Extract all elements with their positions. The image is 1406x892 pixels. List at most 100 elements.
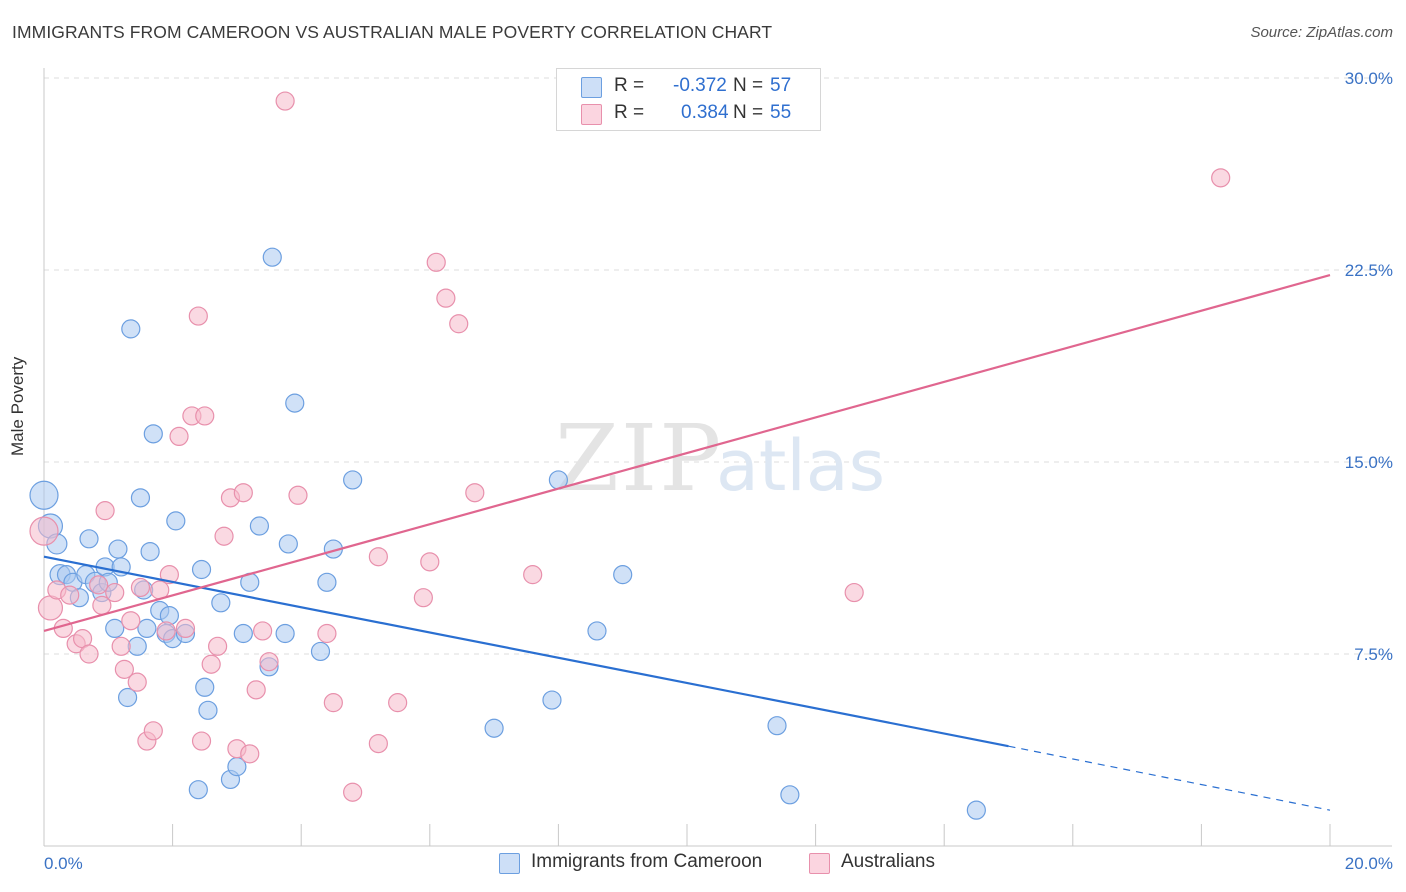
data-point [278, 534, 298, 554]
correlation-legend: R = -0.372 N = 57 R = 0.384 N = 55 [556, 68, 821, 131]
legend-n-value: 57 [770, 75, 792, 96]
legend-r-label: R = [614, 102, 645, 123]
data-point [188, 780, 208, 800]
legend-r-value: -0.372 [673, 75, 727, 96]
data-point [159, 565, 179, 585]
data-point [542, 690, 562, 710]
data-point [114, 659, 134, 679]
data-point [259, 652, 279, 672]
tick-labels: 7.5% 15.0% 22.5% 30.0% 0.0% 20.0% [44, 69, 1393, 873]
data-point [233, 623, 253, 644]
data-point [436, 288, 456, 308]
legend-r-value: 0.384 [681, 102, 729, 123]
grid-lines [44, 77, 1392, 655]
watermark-atlas: atlas [716, 425, 885, 507]
data-point [317, 572, 337, 592]
y-axis-label: Male Poverty [8, 356, 27, 456]
data-point [166, 511, 186, 531]
data-point [262, 247, 282, 267]
data-point [37, 595, 64, 621]
data-point [137, 618, 157, 639]
data-point [211, 593, 231, 613]
data-point [233, 483, 253, 503]
legend-r-label: R = [614, 75, 645, 96]
data-point [29, 516, 59, 546]
data-point [613, 565, 633, 585]
data-point [191, 559, 212, 580]
legend-n-label: N = [733, 75, 764, 96]
trend-line-australians [43, 274, 1331, 633]
watermark: ZIP atlas [555, 405, 885, 512]
data-point [317, 623, 337, 644]
x-tick-label: 0.0% [44, 854, 83, 873]
data-point [130, 577, 151, 598]
data-point [323, 693, 343, 713]
trend-line-cameroon-extrapolated [1008, 745, 1331, 811]
data-point [420, 552, 440, 572]
series-australians [29, 91, 1231, 802]
axes [43, 68, 1392, 847]
data-point [29, 480, 59, 510]
legend-n-label: N = [733, 102, 764, 123]
data-point [89, 575, 109, 595]
data-point [143, 721, 163, 741]
data-point [201, 654, 221, 674]
trend-line-cameroon [43, 555, 1009, 748]
data-point [79, 529, 99, 549]
data-point [249, 516, 270, 536]
data-point [343, 782, 363, 802]
x-tick-label: 20.0% [1345, 854, 1393, 873]
data-point [121, 611, 141, 631]
legend-swatch-blue [581, 77, 602, 98]
data-point [484, 718, 504, 738]
data-point [130, 488, 151, 508]
legend-n-value: 55 [770, 102, 792, 123]
data-point [587, 621, 607, 641]
data-point [288, 485, 308, 505]
data-point [175, 618, 196, 639]
bottom-legend-swatch-pink [809, 853, 830, 874]
series-immigrants-from-cameroon [29, 247, 986, 820]
data-point [426, 252, 446, 272]
y-tick-label: 7.5% [1354, 645, 1393, 664]
data-point [95, 501, 115, 521]
data-point [966, 800, 986, 820]
data-point [188, 306, 208, 326]
source-credit: Source: ZipAtlas.com [1250, 24, 1393, 41]
data-point [368, 547, 388, 567]
trend-lines [43, 274, 1331, 811]
data-point [140, 541, 160, 562]
data-point [767, 716, 787, 736]
legend-swatch-pink [581, 104, 602, 125]
data-point [413, 588, 433, 608]
data-point [156, 621, 176, 641]
data-point [275, 91, 295, 111]
bottom-legend-swatch-blue [499, 853, 520, 874]
data-point [368, 733, 388, 754]
data-point [79, 644, 99, 664]
data-point [195, 406, 215, 426]
data-point [143, 424, 163, 444]
data-point [343, 470, 363, 490]
data-point [111, 636, 131, 656]
data-point [253, 621, 273, 641]
data-point [1211, 168, 1231, 188]
data-point [105, 582, 125, 603]
data-point [191, 731, 212, 751]
data-point [275, 623, 295, 644]
data-point [127, 636, 147, 656]
data-point [117, 687, 138, 708]
data-point [214, 526, 234, 546]
data-point [195, 677, 215, 697]
chart-title: IMMIGRANTS FROM CAMEROON VS AUSTRALIAN M… [12, 22, 773, 42]
data-point [388, 693, 408, 713]
watermark-zip: ZIP [555, 405, 723, 512]
data-point [121, 319, 141, 339]
data-point [780, 785, 800, 805]
bottom-legend-label: Australians [841, 851, 935, 872]
data-point [169, 426, 189, 446]
y-tick-label: 30.0% [1345, 69, 1393, 88]
y-tick-label: 15.0% [1345, 453, 1393, 472]
data-point [60, 585, 80, 605]
